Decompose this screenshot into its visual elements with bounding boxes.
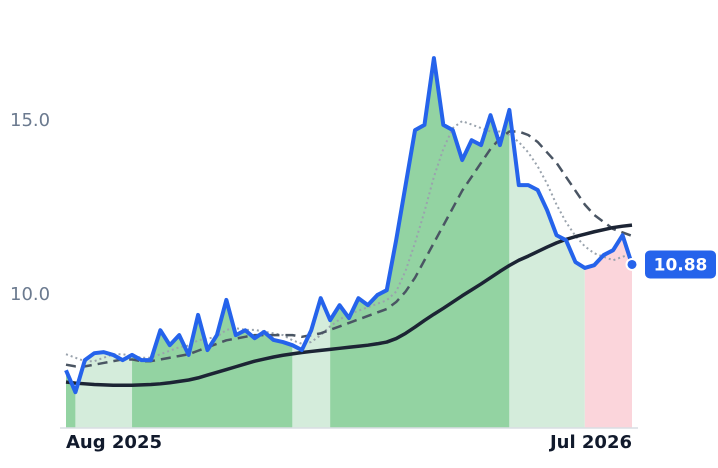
regime-band: [292, 298, 331, 428]
value-label: 10.88: [654, 255, 708, 275]
moving-average: [65, 130, 633, 368]
y-tick-label: 10.0: [10, 284, 50, 305]
regime-band: [132, 299, 293, 428]
x-tick-label: Aug 2025: [66, 432, 162, 453]
y-tick-label: 15.0: [10, 110, 50, 131]
regime-band: [66, 370, 76, 428]
price-line: [64, 56, 634, 395]
regime-band: [584, 235, 632, 428]
moving-average: [65, 223, 633, 387]
value-badge: [645, 250, 716, 279]
regime-band: [509, 109, 585, 428]
regime-band: [330, 58, 510, 428]
regime-band: [75, 352, 133, 428]
x-tick-label: Jul 2026: [548, 432, 632, 453]
last-point: [625, 257, 639, 271]
